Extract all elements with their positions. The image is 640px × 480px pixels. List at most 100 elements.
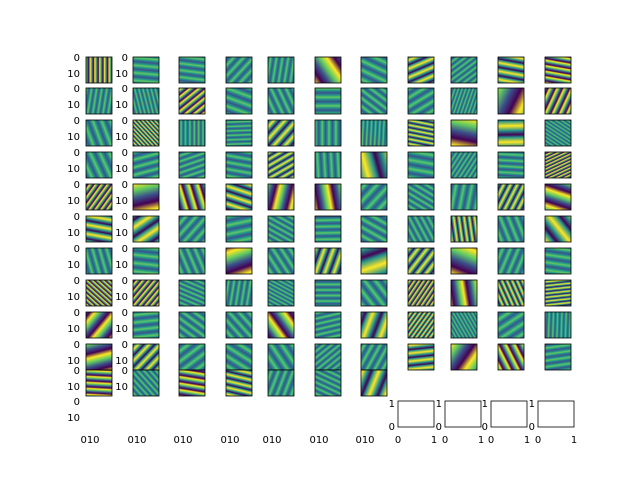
y-tick-label: 0 — [122, 340, 128, 351]
gabor-filter-panel — [497, 247, 525, 275]
gabor-filter-panel — [360, 311, 388, 339]
gabor-filter-panel — [85, 369, 113, 397]
gabor-filter-panel — [178, 56, 206, 84]
y-tick-label: 0 — [74, 148, 80, 159]
gabor-filter-panel — [85, 247, 113, 275]
gabor-filter-panel — [314, 56, 342, 84]
gabor-filter-panel — [314, 87, 342, 115]
gabor-filter-panel — [450, 279, 478, 307]
gabor-filter-panel — [360, 183, 388, 211]
gabor-filter-panel — [267, 56, 295, 84]
gabor-filter-panel — [225, 151, 253, 179]
y-tick-label: 1 — [529, 399, 535, 410]
gabor-filter-panel — [225, 183, 253, 211]
x-tick-label: 0 — [395, 435, 401, 446]
gabor-filter-panel — [132, 279, 160, 307]
y-tick-label: 0 — [74, 84, 80, 95]
y-tick-label: 10 — [115, 292, 128, 303]
gabor-filter-panel — [225, 215, 253, 243]
gabor-filter-panel — [178, 183, 206, 211]
gabor-filter-panel — [178, 343, 206, 371]
y-tick-label: 1 — [436, 399, 442, 410]
y-tick-label: 0 — [529, 422, 535, 433]
y-tick-label: 10 — [67, 164, 80, 175]
gabor-filter-panel — [178, 247, 206, 275]
y-tick-label: 0 — [389, 422, 395, 433]
gabor-filter-panel — [450, 343, 478, 371]
gabor-filter-panel — [85, 56, 113, 84]
gabor-filter-panel — [450, 311, 478, 339]
gabor-filter-panel — [314, 247, 342, 275]
gabor-filter-panel — [178, 151, 206, 179]
y-tick-label: 10 — [67, 382, 80, 393]
gabor-filter-panel — [544, 215, 572, 243]
gabor-filter-panel — [544, 343, 572, 371]
gabor-filter-panel — [407, 247, 435, 275]
y-tick-label: 0 — [122, 148, 128, 159]
y-tick-label: 10 — [67, 100, 80, 111]
x-tick-label: 0 — [488, 435, 494, 446]
gabor-filter-panel — [544, 119, 572, 147]
x-tick-label: 1 — [524, 435, 530, 446]
y-tick-label: 10 — [115, 164, 128, 175]
y-tick-label: 10 — [115, 324, 128, 335]
gabor-filter-panel — [225, 279, 253, 307]
gabor-filter-panel — [450, 183, 478, 211]
y-tick-label: 10 — [115, 260, 128, 271]
empty-axes — [397, 400, 435, 428]
gabor-filter-panel — [407, 279, 435, 307]
gabor-filter-panel — [132, 56, 160, 84]
y-tick-label: 10 — [67, 228, 80, 239]
y-tick-label: 10 — [115, 132, 128, 143]
gabor-filter-panel — [544, 279, 572, 307]
y-tick-label: 10 — [115, 100, 128, 111]
gabor-filter-panel — [132, 247, 160, 275]
gabor-filter-panel — [85, 151, 113, 179]
gabor-filter-panel — [85, 343, 113, 371]
x-tick-label: 1 — [431, 435, 437, 446]
y-tick-label: 0 — [122, 84, 128, 95]
empty-axes — [490, 400, 528, 428]
gabor-filter-panel — [314, 183, 342, 211]
gabor-filter-panel — [407, 119, 435, 147]
y-tick-label: 0 — [74, 116, 80, 127]
gabor-filter-panel — [314, 279, 342, 307]
y-tick-label: 1 — [482, 399, 488, 410]
gabor-filter-panel — [314, 151, 342, 179]
x-tick-label: 010 — [355, 435, 374, 446]
gabor-filter-panel — [267, 369, 295, 397]
y-tick-label: 0 — [122, 244, 128, 255]
gabor-filter-panel — [225, 311, 253, 339]
gabor-filter-panel — [85, 311, 113, 339]
gabor-filter-panel — [225, 119, 253, 147]
empty-axes — [537, 400, 575, 428]
gabor-filter-panel — [225, 343, 253, 371]
gabor-filter-panel — [85, 183, 113, 211]
gabor-filter-panel — [497, 56, 525, 84]
gabor-filter-panel — [450, 56, 478, 84]
gabor-filter-panel — [178, 279, 206, 307]
gabor-filter-panel — [407, 56, 435, 84]
gabor-filter-panel — [497, 87, 525, 115]
gabor-filter-panel — [314, 343, 342, 371]
gabor-filter-panel — [178, 311, 206, 339]
gabor-filter-panel — [360, 56, 388, 84]
gabor-filter-panel — [267, 87, 295, 115]
x-tick-label: 010 — [220, 435, 239, 446]
gabor-filter-panel — [225, 247, 253, 275]
y-tick-label: 10 — [115, 196, 128, 207]
gabor-filter-panel — [132, 311, 160, 339]
gabor-filter-panel — [360, 247, 388, 275]
gabor-filter-panel — [178, 369, 206, 397]
gabor-filter-panel — [450, 151, 478, 179]
gabor-filter-panel — [132, 369, 160, 397]
gabor-filter-panel — [497, 215, 525, 243]
y-tick-label: 0 — [74, 276, 80, 287]
x-tick-label: 0 — [442, 435, 448, 446]
gabor-filter-panel — [544, 87, 572, 115]
gabor-filter-panel — [267, 311, 295, 339]
y-tick-label: 0 — [436, 422, 442, 433]
x-tick-label: 010 — [127, 435, 146, 446]
y-tick-label: 10 — [115, 228, 128, 239]
